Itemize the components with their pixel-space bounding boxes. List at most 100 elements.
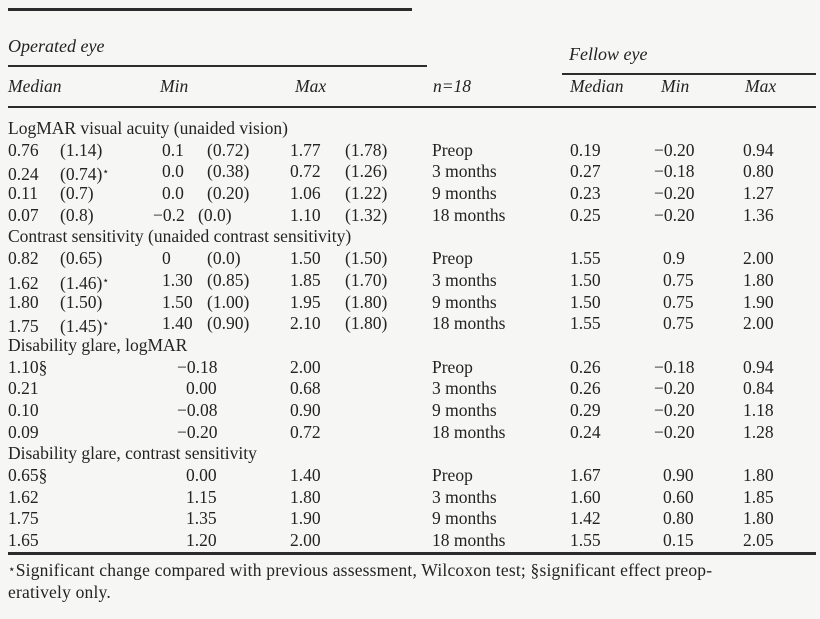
- cell-operated-median: 1.75 (1.45)⋆: [8, 313, 158, 338]
- operated-min-value: 1.30: [162, 269, 193, 290]
- operated-min-value: −0.18: [177, 356, 218, 377]
- operated-median-paren: (0.65): [60, 248, 103, 269]
- cell-timepoint: 3 months: [432, 486, 497, 507]
- table-row: 1.10§ −0.18 2.00 Preop 0.26 −0.18 0.94: [0, 357, 820, 379]
- operated-eye-rule: [8, 65, 427, 67]
- header-rule: [8, 106, 816, 108]
- footnote-text-line2: eratively only.: [8, 581, 111, 602]
- table-row: 1.80 (1.50) 1.50 (1.00) 1.95 (1.80) 9 months 1.…: [0, 292, 820, 314]
- cell-fellow-max: 0.84: [743, 378, 774, 399]
- fellow-min-value: 0.75: [663, 269, 694, 290]
- cell-fellow-median: 1.42: [570, 508, 601, 529]
- operated-median-value: 1.75: [8, 508, 39, 529]
- cell-timepoint: 9 months: [432, 291, 497, 312]
- operated-max-value: 1.90: [290, 508, 321, 529]
- cell-operated-max: 1.06 (1.22): [290, 183, 432, 205]
- cell-timepoint: 18 months: [432, 421, 506, 442]
- table-row: 0.11 (0.7) 0.0 (0.20) 1.06 (1.22) 9 months 0.23…: [0, 183, 820, 205]
- col-header-operated-min: Min: [160, 76, 189, 96]
- operated-min-value: 0.1: [162, 139, 184, 160]
- operated-max-paren: (1.22): [345, 183, 388, 204]
- cell-fellow-max: 2.00: [743, 248, 774, 269]
- operated-min-value: 1.35: [186, 508, 217, 529]
- section-title: Contrast sensitivity (unaided contrast s…: [8, 226, 352, 247]
- cell-operated-max: 1.40: [290, 465, 432, 487]
- cell-operated-max: 1.85 (1.70): [290, 270, 432, 295]
- significance-star-icon: ⋆: [102, 273, 110, 287]
- cell-fellow-min: −0.20: [653, 183, 743, 205]
- operated-max-paren: (1.50): [345, 248, 388, 269]
- fellow-min-value: −0.20: [654, 421, 695, 442]
- operated-median-value: 1.62: [8, 486, 39, 507]
- operated-max-paren: (1.80): [345, 313, 388, 334]
- operated-max-paren: (1.78): [345, 139, 388, 160]
- operated-min-value: 1.40: [162, 313, 193, 334]
- cell-operated-median: 0.82 (0.65): [8, 248, 158, 270]
- operated-median-value: 0.65§: [8, 465, 48, 485]
- cell-operated-max: 2.10 (1.80): [290, 313, 432, 338]
- fellow-min-value: 0.80: [663, 508, 694, 529]
- cell-operated-max: 0.68: [290, 378, 432, 400]
- cell-fellow-min: 0.80: [653, 508, 743, 530]
- table-row: 1.62 (1.46)⋆ 1.30 (0.85) 1.85 (1.70) 3 months 1…: [0, 269, 820, 295]
- operated-median-paren: (0.74): [60, 164, 103, 185]
- operated-min-paren: (0.72): [207, 139, 250, 160]
- table-top-rule: [8, 8, 412, 11]
- table-row: 0.24 (0.74)⋆ 0.0 (0.38) 0.72 (1.26) 3 months 0.…: [0, 161, 820, 186]
- cell-operated-median: 0.21: [8, 378, 158, 400]
- cell-fellow-max: 2.05: [743, 530, 774, 551]
- operated-max-paren: (1.80): [345, 291, 388, 312]
- cell-timepoint: Preop: [432, 356, 473, 377]
- cell-fellow-max: 1.27: [743, 183, 774, 204]
- cell-operated-min: 1.40 (0.90): [158, 313, 290, 338]
- table-row: 0.76 (1.14) 0.1 (0.72) 1.77 (1.78) Preop 0.19 −0…: [0, 140, 820, 162]
- cell-operated-max: 0.90: [290, 400, 432, 422]
- operated-max-value: 2.00: [290, 356, 321, 377]
- cell-fellow-max: 1.80: [743, 465, 774, 485]
- operated-min-paren: (0.20): [207, 183, 250, 204]
- cell-operated-min: 0.1 (0.72): [158, 140, 290, 162]
- cell-operated-max: 1.80: [290, 487, 432, 509]
- cell-operated-max: 1.10 (1.32): [290, 205, 432, 227]
- operated-max-paren: (1.32): [345, 204, 388, 225]
- fellow-min-value: −0.20: [654, 378, 695, 399]
- fellow-min-value: −0.20: [654, 399, 695, 420]
- operated-min-value: 0.0: [162, 161, 184, 182]
- operated-median-value: 0.10: [8, 399, 39, 420]
- table-row: 0.07 (0.8) −0.2 (0.0) 1.10 (1.32) 18 months 0.2…: [0, 205, 820, 227]
- cell-operated-median: 1.62: [8, 487, 158, 509]
- table-row: 1.62 1.15 1.80 3 months 1.60 0.60 1.85: [0, 487, 820, 509]
- operated-max-value: 1.40: [290, 465, 321, 485]
- operated-min-value: 0: [162, 248, 171, 269]
- cell-timepoint: 3 months: [432, 161, 497, 182]
- cell-timepoint: 3 months: [432, 378, 497, 399]
- cell-fellow-median: 0.19: [570, 139, 601, 160]
- cell-fellow-min: −0.18: [653, 357, 743, 379]
- table-row: 1.65 1.20 2.00 18 months 1.55 0.15 2.05: [0, 530, 820, 552]
- cell-fellow-min: −0.18: [653, 161, 743, 186]
- operated-max-value: 1.77: [290, 139, 321, 160]
- cell-fellow-median: 1.60: [570, 486, 601, 507]
- section-title: LogMAR visual acuity (unaided vision): [8, 118, 288, 138]
- cell-fellow-min: −0.20: [653, 205, 743, 227]
- operated-median-value: 1.10§: [8, 356, 48, 377]
- col-header-fellow-min: Min: [661, 76, 690, 96]
- operated-max-value: 1.50: [290, 248, 321, 269]
- operated-median-value: 0.07: [8, 204, 39, 225]
- cell-timepoint: Preop: [432, 465, 473, 485]
- operated-max-paren: (1.70): [345, 269, 388, 290]
- cell-operated-min: 1.50 (1.00): [158, 292, 290, 314]
- footnote: ⋆Significant change compared with previo…: [8, 559, 814, 603]
- operated-min-value: 1.20: [186, 530, 217, 551]
- operated-min-value: 0.0: [162, 183, 184, 204]
- cell-timepoint: 9 months: [432, 508, 497, 529]
- table-body: LogMAR visual acuity (unaided vision) 0.7…: [0, 118, 820, 552]
- cell-fellow-min: −0.20: [653, 140, 743, 162]
- cell-fellow-min: −0.20: [653, 400, 743, 422]
- cell-operated-median: 0.11 (0.7): [8, 183, 158, 205]
- operated-max-paren: (1.26): [345, 161, 388, 182]
- cell-operated-min: 0.00: [158, 378, 290, 400]
- operated-max-value: 1.85: [290, 269, 321, 290]
- cell-operated-max: 2.00: [290, 530, 432, 552]
